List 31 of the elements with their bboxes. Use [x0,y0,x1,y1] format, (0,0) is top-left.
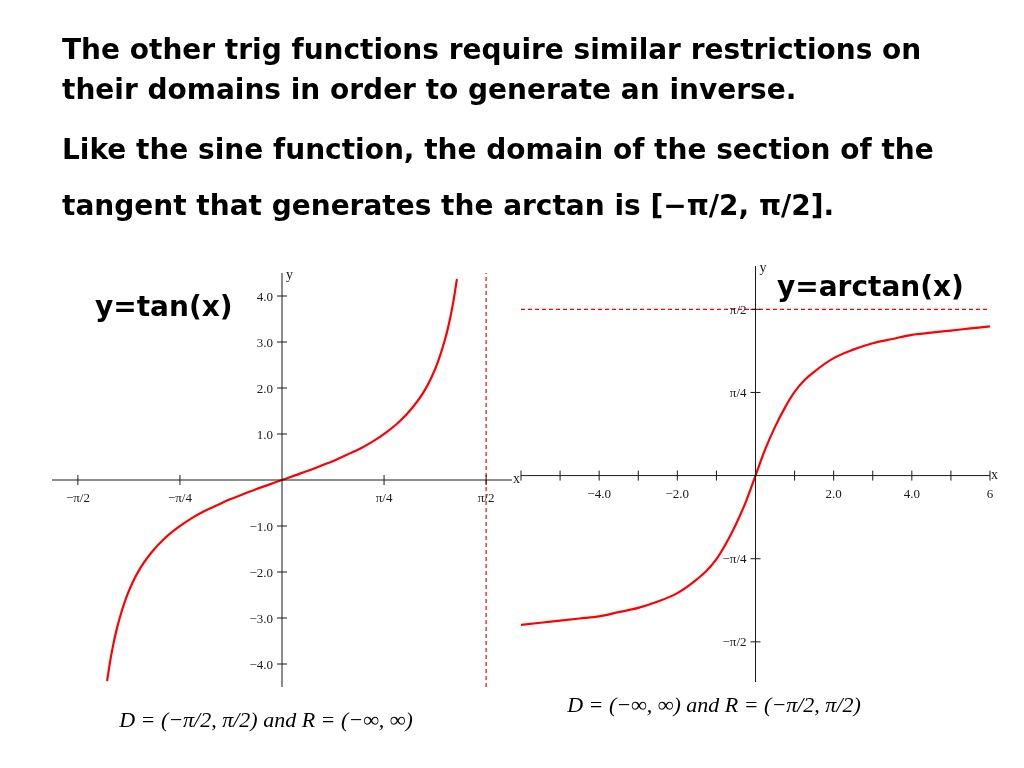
y-tick-label: 2.0 [256,380,273,396]
x-tick-label: π/4 [375,490,393,505]
text: The other trig functions require similar restrictions on their domains in order to generate an inverse. [62,32,923,108]
x-axis-title: x [991,466,998,483]
x-tick-label: π/2 [477,490,495,505]
y-tick-label: 3.0 [256,334,273,350]
y-axis-title: y [286,267,293,283]
chart-title: y=arctan(x) [777,270,964,303]
y-tick-label: −4.0 [249,656,273,672]
x-tick-label: 2.0 [825,485,842,501]
x-tick-label: 4.0 [903,485,920,501]
x-tick-label: −π/2 [65,490,90,505]
x-tick-label: −π/4 [167,490,193,505]
x-tick-label: −2.0 [665,485,690,501]
y-tick-label: π/2 [729,301,747,317]
y-tick-label: −π/4 [722,551,747,567]
y-tick-label: −π/2 [722,634,747,650]
y-tick-label: 4.0 [256,288,273,304]
y-tick-label: π/4 [729,384,747,400]
y-tick-label: −2.0 [249,564,273,580]
text: Like the sine function, the domain of the section of the tangent that generates the arctan is [−π/2, π/2]. [62,132,935,224]
y-tick-label: −3.0 [249,610,273,626]
x-tick-label: −4.0 [587,485,611,501]
x-axis-title: x [513,471,520,487]
y-tick-label: 1.0 [256,426,273,442]
y-axis-title: y [759,260,767,276]
text: y=tan(x) [95,290,233,323]
text: D = (−π/2, π/2) and R = (−∞, ∞) [118,707,414,733]
text: D = (−∞, ∞) and R = (−π/2, π/2) [566,692,862,718]
x-tick-label: 6 [986,485,994,501]
y-tick-label: −1.0 [249,518,273,534]
